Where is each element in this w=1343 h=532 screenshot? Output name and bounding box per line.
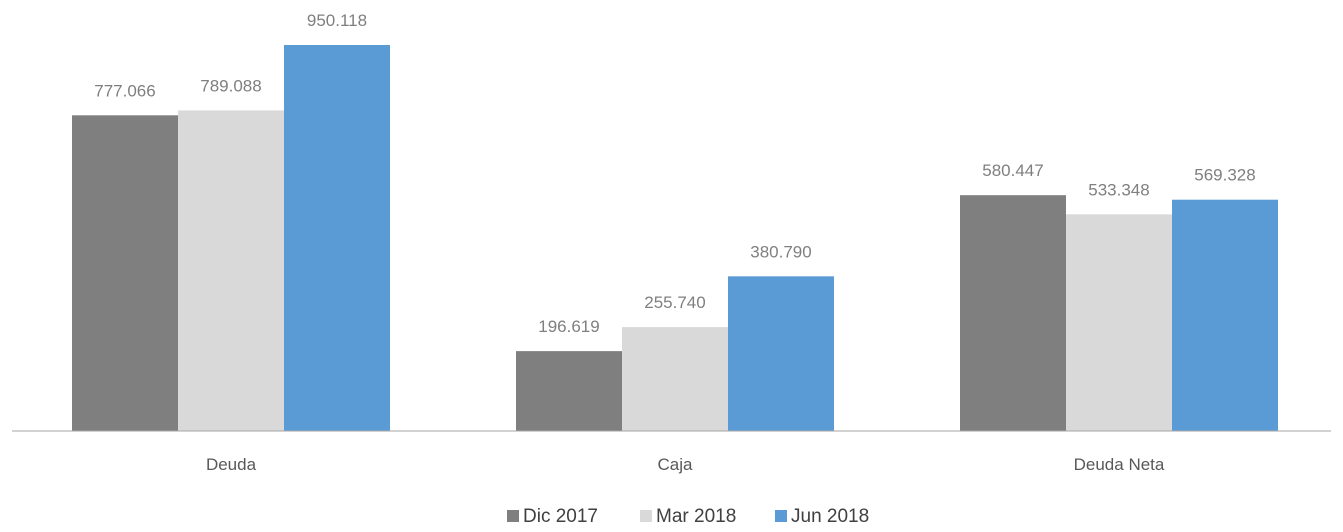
legend-label-mar-2018: Mar 2018: [656, 506, 736, 527]
data-label-deuda-mar-2018: 789.088: [200, 76, 261, 95]
data-label-caja-jun-2018: 380.790: [750, 242, 811, 261]
bar-caja-dic-2017: [516, 351, 622, 431]
category-label-deuda-neta: Deuda Neta: [1074, 455, 1165, 474]
legend-label-jun-2018: Jun 2018: [791, 506, 869, 527]
bar-deuda-dic-2017: [72, 115, 178, 432]
bar-caja-jun-2018: [728, 276, 834, 431]
legend-swatch-dic-2017: [507, 510, 519, 522]
category-labels-group: Deuda Caja Deuda Neta: [206, 455, 1165, 474]
legend-swatch-jun-2018: [775, 510, 787, 522]
data-labels-group: 777.066 789.088 950.118 196.619 255.740 380.7…: [94, 11, 1255, 336]
legend-item-dic-2017: Dic 2017: [507, 506, 598, 527]
data-label-caja-dic-2017: 196.619: [538, 317, 599, 336]
bar-deuda-neta-mar-2018: [1066, 214, 1172, 431]
data-label-deuda-neta-dic-2017: 580.447: [982, 161, 1043, 180]
bar-deuda-jun-2018: [284, 45, 390, 431]
legend-swatch-mar-2018: [640, 510, 652, 522]
bars-group: [72, 45, 1278, 432]
data-label-deuda-dic-2017: 777.066: [94, 81, 155, 100]
bar-deuda-neta-dic-2017: [960, 195, 1066, 431]
category-label-caja: Caja: [658, 455, 694, 474]
legend: Dic 2017 Mar 2018 Jun 2018: [507, 506, 869, 527]
data-label-deuda-neta-mar-2018: 533.348: [1088, 180, 1149, 199]
data-label-deuda-neta-jun-2018: 569.328: [1194, 166, 1255, 185]
bar-deuda-mar-2018: [178, 110, 284, 432]
legend-item-mar-2018: Mar 2018: [640, 506, 736, 527]
bar-caja-mar-2018: [622, 327, 728, 431]
bar-deuda-neta-jun-2018: [1172, 199, 1278, 431]
category-label-deuda: Deuda: [206, 455, 257, 474]
data-label-deuda-jun-2018: 950.118: [307, 11, 367, 30]
legend-label-dic-2017: Dic 2017: [523, 506, 598, 527]
legend-item-jun-2018: Jun 2018: [775, 506, 869, 527]
data-label-caja-mar-2018: 255.740: [644, 293, 705, 312]
